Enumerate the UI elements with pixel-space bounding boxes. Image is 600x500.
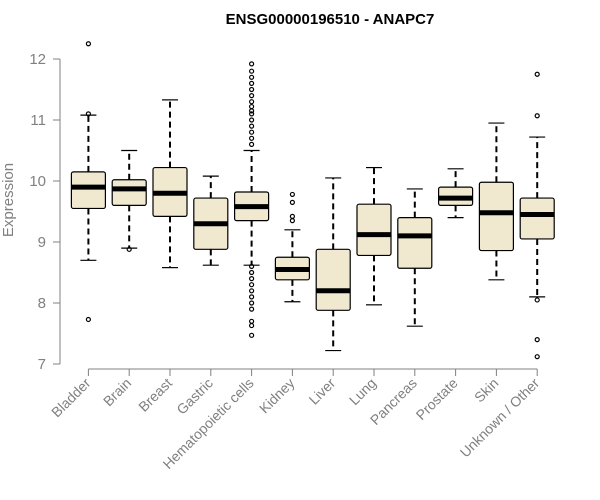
outlier-point bbox=[249, 300, 255, 306]
outlier-point bbox=[249, 318, 255, 324]
outlier-point bbox=[249, 141, 255, 147]
outlier-point bbox=[249, 80, 255, 87]
outlier-point bbox=[249, 263, 255, 269]
box bbox=[478, 181, 514, 252]
plot-area bbox=[70, 41, 555, 360]
box-group bbox=[234, 61, 270, 338]
box-group bbox=[478, 122, 514, 281]
outlier-point bbox=[249, 74, 255, 80]
y-tick-label: 10 bbox=[29, 173, 46, 190]
y-tick-label: 7 bbox=[38, 356, 46, 373]
outlier-point bbox=[289, 199, 295, 205]
outlier-point bbox=[249, 129, 255, 135]
box-group bbox=[70, 41, 107, 323]
outlier-point bbox=[249, 108, 255, 114]
x-tick-label: Brain bbox=[100, 375, 134, 409]
box-group bbox=[193, 175, 229, 266]
box-group bbox=[438, 168, 474, 219]
box bbox=[356, 203, 392, 257]
outlier-point bbox=[249, 276, 255, 282]
outlier-point bbox=[85, 41, 92, 47]
y-tick-label: 8 bbox=[38, 295, 46, 312]
outlier-point bbox=[249, 103, 255, 110]
outlier-point bbox=[249, 123, 255, 129]
box bbox=[70, 171, 107, 210]
outlier-point bbox=[249, 135, 255, 141]
outlier-point bbox=[249, 86, 255, 93]
outlier-point bbox=[534, 354, 540, 360]
outlier-point bbox=[249, 92, 255, 99]
y-tick-label: 9 bbox=[38, 234, 46, 251]
outlier-point bbox=[249, 306, 255, 312]
outlier-point bbox=[249, 117, 255, 123]
x-tick-label: Breast bbox=[135, 375, 175, 415]
chart-title: ENSG00000196510 - ANAPC7 bbox=[226, 11, 435, 28]
y-axis-label: Expression bbox=[0, 163, 17, 237]
box-group bbox=[315, 177, 351, 352]
y-axis: 7 8 9 10 11 12 bbox=[29, 51, 61, 373]
outlier-point bbox=[534, 297, 540, 303]
y-tick-label: 11 bbox=[30, 112, 46, 129]
outlier-point bbox=[534, 113, 540, 119]
box bbox=[111, 179, 147, 206]
outlier-point bbox=[249, 332, 255, 338]
outlier-point bbox=[289, 218, 295, 224]
box bbox=[397, 217, 433, 269]
y-tick-label: 12 bbox=[29, 51, 46, 68]
box-group bbox=[152, 99, 188, 269]
outlier-point bbox=[249, 68, 255, 74]
box-group bbox=[519, 71, 555, 360]
box-group bbox=[274, 191, 310, 303]
x-tick-label: Kidney bbox=[256, 375, 298, 417]
outlier-point bbox=[126, 246, 132, 252]
outlier-point bbox=[249, 99, 255, 105]
outlier-point bbox=[289, 191, 295, 198]
outlier-point bbox=[249, 269, 255, 276]
outlier-point bbox=[85, 316, 92, 323]
x-tick-label: Liver bbox=[306, 375, 339, 408]
x-tick-label: Skin bbox=[471, 375, 502, 406]
outlier-point bbox=[249, 322, 255, 329]
x-tick-label: Bladder bbox=[48, 375, 94, 421]
x-tick-label: Prostate bbox=[413, 375, 461, 423]
outlier-point bbox=[534, 71, 540, 77]
box-group bbox=[397, 188, 433, 327]
outlier-point bbox=[249, 111, 255, 117]
outlier-point bbox=[249, 288, 255, 294]
outlier-point bbox=[249, 294, 255, 300]
outlier-point bbox=[249, 282, 255, 288]
outlier-point bbox=[289, 213, 295, 219]
box-group bbox=[111, 149, 147, 252]
x-tick-label: Lung bbox=[346, 375, 379, 408]
outlier-point bbox=[534, 337, 540, 343]
box bbox=[519, 197, 555, 240]
outlier-point bbox=[85, 111, 92, 117]
outlier-point bbox=[249, 61, 255, 67]
box bbox=[315, 248, 351, 311]
box-group bbox=[356, 166, 392, 306]
